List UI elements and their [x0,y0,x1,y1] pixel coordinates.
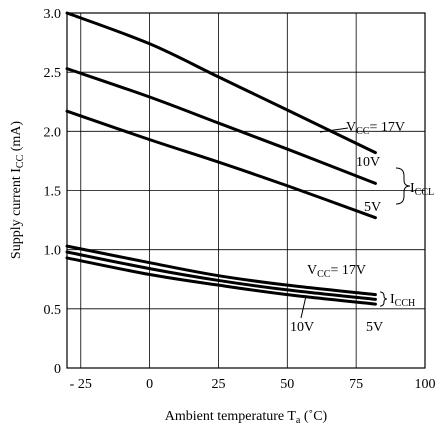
y-axis-title: Supply current ICC (mA) [9,121,26,259]
series-curves [65,11,377,306]
vcc17-high-leader [319,127,349,133]
x-tick-label: 75 [349,377,363,392]
vcc17-high-label: VCC= 17V [346,120,405,137]
x-axis-title: Ambient temperature Ta (˚C) [165,409,328,426]
x-tick-label: 0 [146,377,153,392]
y-tick-label: 2.5 [44,66,62,81]
v10-high-label: 10V [356,155,380,170]
x-tick-labels: - 25 0 25 50 75 100 [70,377,436,392]
grid-lines [67,13,425,368]
v10-low-leader [300,295,307,319]
series-line-4 [65,250,377,301]
x-tick-label: 25 [211,377,225,392]
v10-low-label: 10V [290,320,314,335]
series-line-0 [65,11,377,155]
plot-frame [66,12,426,369]
y-tick-label: 0 [54,362,61,377]
series-line-3 [65,244,377,297]
y-tick-label: 0.5 [44,303,62,318]
series-line-2 [65,109,377,220]
series-line-1 [65,67,377,185]
y-tick-label: 1.5 [44,185,62,200]
icch-label: ICCH [390,292,415,309]
v5-high-label: 5V [364,200,381,215]
y-tick-label: 1.0 [44,244,62,259]
vcc17-low-label: VCC= 17V [307,263,366,280]
series-line-5 [65,256,377,306]
y-tick-label: 3.0 [44,7,62,22]
x-tick-label: - 25 [70,377,92,392]
y-tick-label: 2.0 [44,125,62,140]
v5-low-label: 5V [366,320,383,335]
iccl-label: ICCL [410,181,434,198]
x-tick-label: 100 [415,377,436,392]
iccl-brace [395,167,411,205]
x-tick-label: 50 [280,377,294,392]
y-tick-labels: 0 0.5 1.0 1.5 2.0 2.5 3.0 [44,7,62,377]
icch-brace [379,291,388,307]
